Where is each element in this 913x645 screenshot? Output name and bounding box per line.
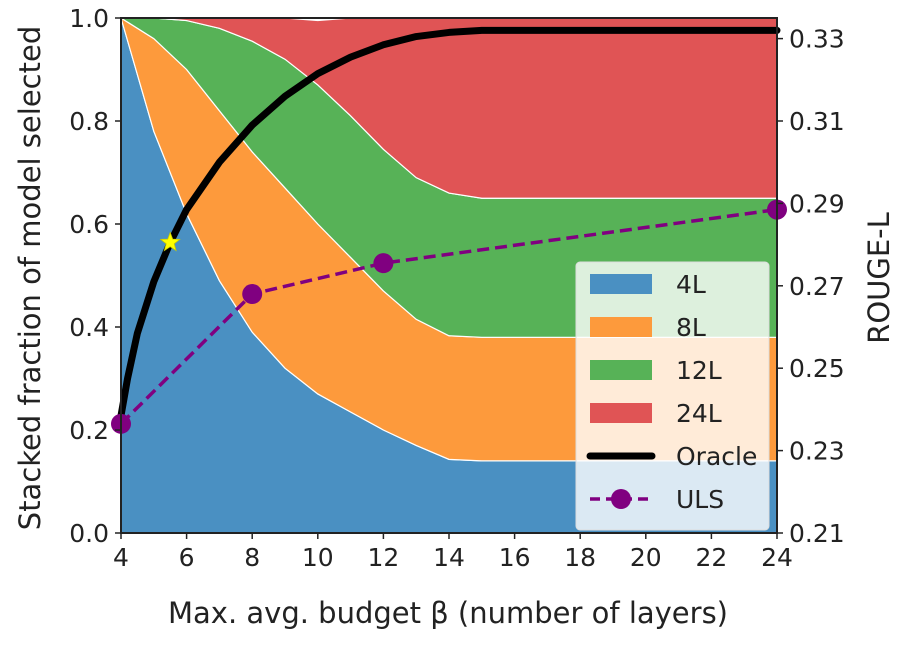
y-tick-label: 0.8	[69, 107, 109, 136]
y-tick-label: 0.6	[69, 210, 109, 239]
x-tick-label: 24	[761, 543, 793, 572]
y2-tick-label: 0.33	[789, 25, 845, 54]
uls-line	[119, 207, 778, 426]
y-tick-label: 0.4	[69, 313, 109, 342]
legend-box	[575, 261, 770, 531]
x-tick-label: 4	[113, 543, 129, 572]
y2-tick-label: 0.23	[789, 437, 845, 466]
y2-tick-label: 0.29	[789, 189, 845, 218]
uls-point	[242, 284, 263, 305]
x-tick-label: 18	[564, 543, 596, 572]
x-tick-label: 6	[179, 543, 195, 572]
x-tick-label: 20	[630, 543, 662, 572]
legend-label-8l: 8L	[676, 313, 706, 342]
x-axis-ticks: 4 6 8 10 12 14 16 18 20 22 24	[113, 533, 793, 572]
y2-axis-title: ROUGE-L	[862, 212, 896, 344]
legend: 4L 8L 12L 24L Oracle ULS	[575, 261, 770, 531]
uls-point	[373, 253, 394, 274]
legend-swatch-24l	[590, 403, 652, 423]
y2-tick-label: 0.25	[789, 354, 845, 383]
y-axis-ticks: 0.0 0.2 0.4 0.6 0.8 1.0	[69, 4, 121, 548]
y2-tick-label: 0.21	[789, 519, 845, 548]
legend-label-oracle: Oracle	[676, 442, 757, 471]
legend-uls-marker	[611, 489, 631, 509]
legend-label-12l: 12L	[676, 356, 722, 385]
legend-swatch-4l	[590, 274, 652, 294]
x-tick-label: 10	[302, 543, 334, 572]
legend-swatch-12l	[590, 360, 652, 380]
x-tick-label: 12	[367, 543, 399, 572]
x-tick-label: 16	[499, 543, 531, 572]
y-tick-label: 0.2	[69, 416, 109, 445]
legend-swatch-8l	[590, 317, 652, 337]
x-tick-label: 8	[244, 543, 260, 572]
y2-axis-ticks: 0.21 0.23 0.25 0.27 0.29 0.31 0.33	[777, 25, 845, 548]
oracle-star-marker	[159, 231, 181, 252]
oracle-line	[117, 26, 781, 420]
series-lines	[111, 26, 787, 434]
x-tick-label: 14	[433, 543, 465, 572]
y2-tick-label: 0.31	[789, 107, 845, 136]
x-axis-title: Max. avg. budget β (number of layers)	[168, 596, 728, 630]
y-tick-label: 1.0	[69, 4, 109, 33]
legend-label-uls: ULS	[676, 485, 724, 514]
legend-label-4l: 4L	[676, 270, 706, 299]
y2-tick-label: 0.27	[789, 272, 845, 301]
legend-label-24l: 24L	[676, 399, 722, 428]
y-tick-label: 0.0	[69, 519, 109, 548]
x-tick-label: 22	[695, 543, 727, 572]
y-axis-title: Stacked fraction of model selected	[13, 26, 47, 530]
